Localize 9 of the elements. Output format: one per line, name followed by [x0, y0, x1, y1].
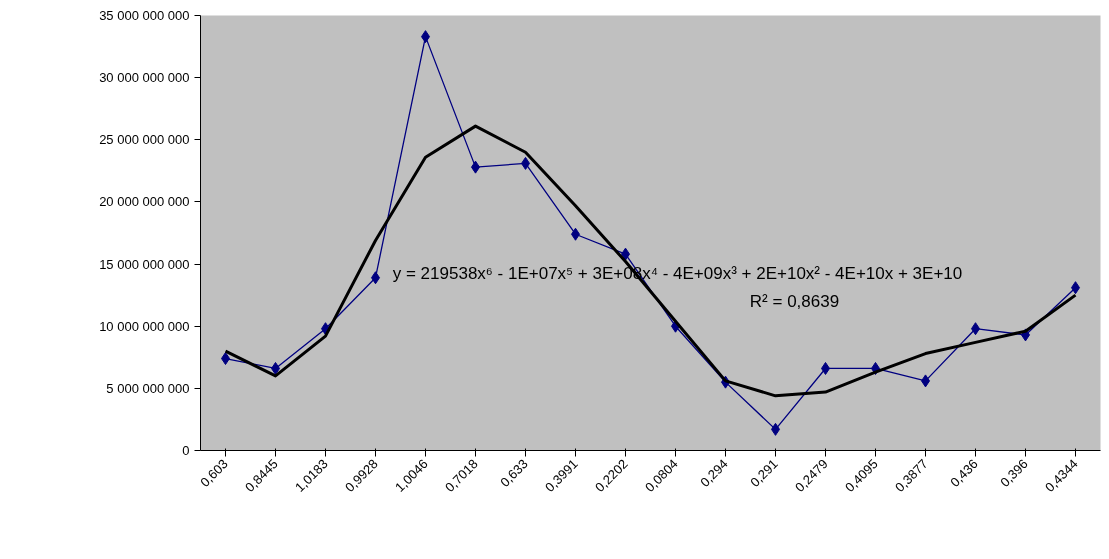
y-tick-label: 0: [182, 443, 190, 458]
annotation: R² = 0,8639: [749, 292, 840, 312]
y-tick-label: 5 000 000 000: [106, 380, 190, 396]
y-tick-label: 25 000 000 000: [99, 132, 190, 148]
y-tick-label: 10 000 000 000: [99, 318, 190, 334]
y-tick-label: 35 000 000 000: [99, 8, 190, 23]
y-tick-label: 30 000 000 000: [99, 70, 190, 86]
y-tick-label: 15 000 000 000: [99, 256, 190, 272]
y-tick-label: 20 000 000 000: [99, 194, 190, 210]
